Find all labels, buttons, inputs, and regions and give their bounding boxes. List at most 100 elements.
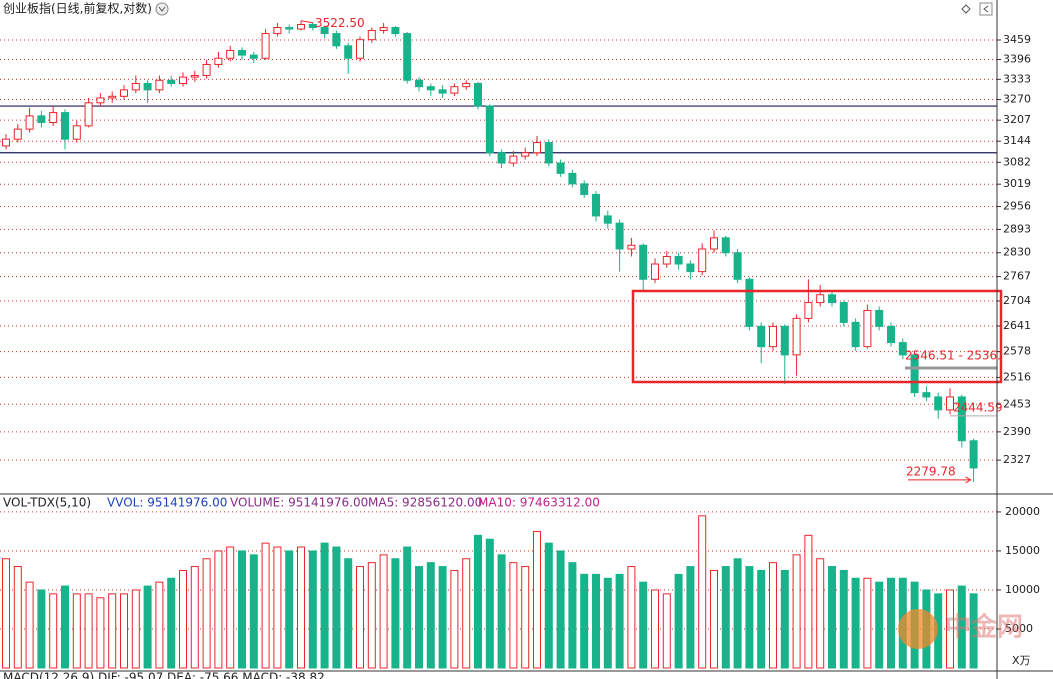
volume-bar: [120, 593, 128, 669]
candle-body: [533, 142, 541, 154]
y-tick-label: 2641: [1003, 319, 1031, 332]
y-tick-label: 2830: [1003, 246, 1031, 259]
vvol-label: VVOL: 95141976.00: [107, 496, 227, 510]
y-tick-label: 2956: [1003, 200, 1031, 213]
volume-bar: [249, 554, 258, 669]
volume-bar: [273, 546, 282, 669]
volume-bar: [792, 554, 801, 669]
y-tick-label: 3459: [1003, 33, 1031, 46]
candle-body: [344, 45, 353, 59]
candle-body: [556, 162, 565, 174]
volume-bar: [627, 566, 636, 669]
volume-bar: [568, 562, 577, 669]
candle-body: [450, 86, 459, 94]
volume-tick-label: 5000: [1005, 622, 1033, 635]
candle-body: [733, 252, 742, 280]
candle-body: [226, 49, 235, 59]
candle-body: [828, 294, 836, 304]
volume-bar: [84, 593, 93, 669]
y-tick-label: 2390: [1003, 425, 1031, 438]
candle-body: [769, 325, 777, 348]
ma10-label: MA10: 97463312.00: [478, 496, 600, 510]
volume-bar: [438, 566, 447, 669]
volume-bar: [816, 558, 825, 669]
y-tick-label: 3333: [1003, 72, 1031, 85]
candle-body: [839, 302, 848, 323]
volume-bar: [367, 562, 376, 669]
volume-bar: [297, 546, 305, 669]
volume-bar: [533, 530, 541, 669]
nav-arrow: [983, 5, 989, 13]
candle-body: [332, 33, 341, 47]
candle-body: [190, 75, 199, 78]
volume-bar: [202, 558, 211, 669]
grid: 3459 3396 3333 3270 3207 3144 3082 3019 2956 2893…: [0, 33, 1040, 635]
candle-body: [367, 30, 376, 41]
candle-body: [131, 82, 140, 91]
volume-bar: [13, 566, 22, 669]
candle-body: [898, 342, 907, 356]
candle-body: [757, 325, 766, 348]
volume-bar: [462, 558, 471, 669]
volume-bar: [261, 542, 270, 669]
nav-button[interactable]: [979, 2, 993, 16]
volume-bar: [379, 554, 388, 669]
volume-bar: [651, 589, 659, 669]
candle-body: [426, 86, 435, 91]
volume-bar: [61, 585, 69, 669]
diamond-icon[interactable]: [961, 4, 971, 14]
volume-bar: [214, 550, 223, 669]
volume-bar: [769, 562, 777, 669]
y-tick-label: 3019: [1003, 177, 1031, 190]
candle-body: [49, 112, 58, 123]
volume-bar: [521, 566, 530, 669]
candle-body: [120, 89, 128, 97]
volume-bar: [403, 546, 412, 669]
volume-bar: [686, 566, 695, 669]
candle-body: [662, 255, 671, 265]
volume-bar: [887, 577, 895, 669]
annotation-pointer: [300, 20, 314, 24]
volume-bar: [391, 558, 400, 669]
candle-body: [462, 82, 471, 88]
volume-bar: [662, 593, 671, 669]
volume-tick-label: 10000: [1005, 583, 1040, 596]
candle-body: [261, 33, 270, 59]
candle-body: [946, 396, 954, 411]
candle-body: [485, 105, 494, 154]
volume-bar: [556, 550, 565, 669]
candle-body: [615, 222, 624, 250]
y-tick-label: 2767: [1003, 270, 1031, 283]
volume-bar: [72, 593, 81, 669]
candle-body: [285, 27, 294, 30]
volume-bar: [344, 558, 353, 669]
volume-bar: [733, 558, 742, 669]
y-tick-label: 2453: [1003, 397, 1031, 410]
candle-body: [84, 102, 93, 127]
candle-body: [544, 142, 553, 164]
ma5-label: MA5: 92856120.00: [368, 496, 482, 510]
volume-bar: [839, 569, 848, 669]
volume-tick-label: 20000: [1005, 505, 1040, 518]
volume-bar: [957, 585, 966, 669]
volume-bar: [509, 562, 518, 669]
candle-body: [202, 63, 211, 77]
volume-bar: [544, 542, 553, 669]
volume-bar: [603, 577, 612, 669]
candle-body: [61, 112, 69, 140]
volume-bar: [828, 566, 836, 669]
volume-bar: [238, 550, 246, 669]
y-tick-label: 2893: [1003, 222, 1031, 235]
candle-body: [2, 138, 10, 147]
volume-bar: [721, 566, 730, 669]
candle-body: [721, 237, 730, 254]
y-tick-label: 3207: [1003, 113, 1031, 126]
dropdown-icon[interactable]: [155, 2, 169, 16]
volume-bar: [96, 597, 105, 669]
candle-body: [143, 82, 152, 91]
candle-body: [698, 248, 707, 273]
candle-body: [379, 27, 388, 32]
candle-body: [521, 152, 530, 157]
volume-bar: [143, 585, 152, 669]
